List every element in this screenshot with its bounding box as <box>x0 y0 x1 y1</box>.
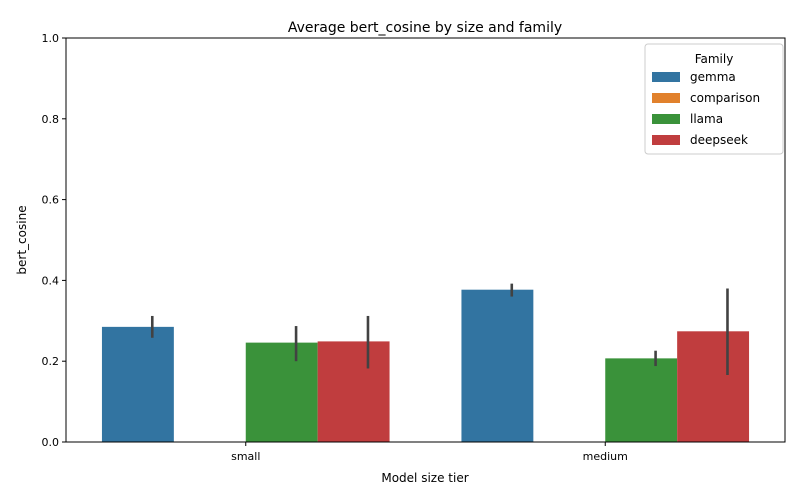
legend-swatch-gemma <box>652 72 680 82</box>
bar-gemma-small <box>101 326 174 442</box>
bar-deepseek-small <box>317 341 390 442</box>
y-tick-label: 0.6 <box>42 194 60 207</box>
bar-deepseek-medium <box>677 331 750 442</box>
legend-frame <box>644 43 784 155</box>
y-axis-label: bert_cosine <box>15 205 29 274</box>
legend-swatch-deepseek <box>652 135 680 145</box>
legend-swatch-comparison <box>652 93 680 103</box>
y-tick-label: 0.2 <box>42 355 60 368</box>
x-tick-label-small: small <box>231 450 260 463</box>
bar-llama-small <box>245 342 318 442</box>
legend-label-deepseek: deepseek <box>690 133 748 147</box>
y-tick-label: 0.0 <box>42 436 60 449</box>
y-tick-label: 0.4 <box>42 274 60 287</box>
x-axis-label: Model size tier <box>381 471 468 485</box>
bar-gemma-medium <box>461 289 534 442</box>
legend-label-gemma: gemma <box>690 70 736 84</box>
legend-label-llama: llama <box>690 112 723 126</box>
legend-swatch-llama <box>652 114 680 124</box>
bar-llama-medium <box>605 358 678 442</box>
legend: Family gemma comparison llama deepseek <box>644 43 784 155</box>
legend-title: Family <box>695 52 734 66</box>
legend-items: gemma comparison llama deepseek <box>652 70 760 147</box>
y-tick-label: 1.0 <box>42 32 60 45</box>
y-tick-label: 0.8 <box>42 113 60 126</box>
legend-label-comparison: comparison <box>690 91 760 105</box>
chart-title: Average bert_cosine by size and family <box>288 20 562 36</box>
axes-frame <box>65 37 786 443</box>
x-tick-label-medium: medium <box>583 450 628 463</box>
plot-area: 0.0 0.2 0.4 0.6 0.8 1.0 small medium <box>42 32 786 463</box>
